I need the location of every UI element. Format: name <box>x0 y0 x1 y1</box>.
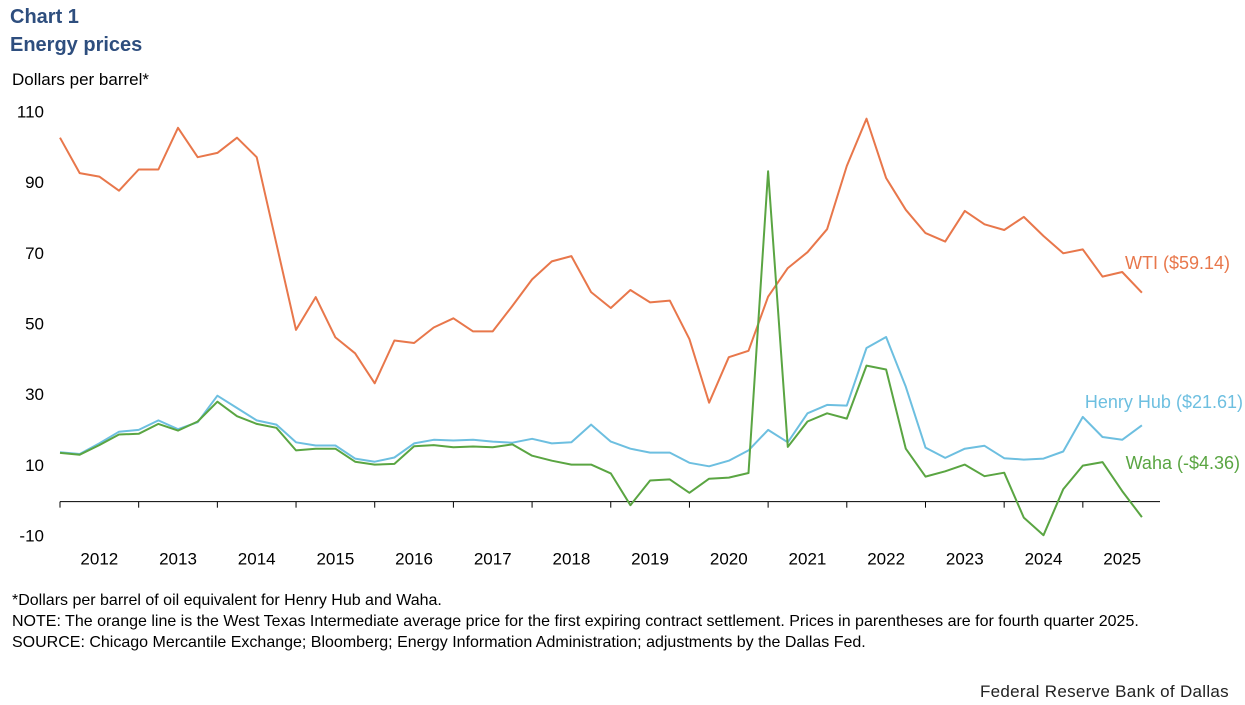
y-tick-label: 10 <box>25 456 44 475</box>
x-tick-label: 2022 <box>867 549 905 568</box>
y-axis-label: Dollars per barrel* <box>12 70 149 89</box>
x-tick-label: 2018 <box>553 549 591 568</box>
series-line <box>59 117 1143 404</box>
series-line <box>59 170 1143 537</box>
x-tick-label: 2016 <box>395 549 433 568</box>
series-label: WTI ($59.14) <box>1125 253 1230 273</box>
y-tick-label: 90 <box>25 173 44 192</box>
credit: Federal Reserve Bank of Dallas <box>979 682 1229 701</box>
x-tick-label: 2020 <box>710 549 748 568</box>
x-tick-label: 2025 <box>1103 549 1141 568</box>
series-label: Henry Hub ($21.61) <box>1085 392 1243 412</box>
note: SOURCE: Chicago Mercantile Exchange; Blo… <box>12 634 866 651</box>
x-tick-label: 2023 <box>946 549 984 568</box>
x-tick-label: 2014 <box>238 549 276 568</box>
y-tick-label: 110 <box>17 102 44 121</box>
x-tick-label: 2024 <box>1025 549 1063 568</box>
note: *Dollars per barrel of oil equivalent fo… <box>12 592 442 609</box>
x-tick-label: 2017 <box>474 549 512 568</box>
x-tick-label: 2019 <box>631 549 669 568</box>
y-tick-label: -10 <box>19 526 44 545</box>
x-tick-label: 2012 <box>80 549 118 568</box>
series-line <box>59 336 1143 468</box>
chart-title: Chart 1 <box>10 6 79 28</box>
chart-subtitle: Energy prices <box>10 34 143 56</box>
chart: -10 10 30 50 70 90 110 2012 2013 2014 2015 2016 2017… <box>17 102 1243 568</box>
y-tick-label: 50 <box>25 314 44 333</box>
y-tick-label: 30 <box>25 385 44 404</box>
x-tick-label: 2021 <box>789 549 827 568</box>
note: NOTE: The orange line is the West Texas … <box>12 613 1139 630</box>
notes: *Dollars per barrel of oil equivalent fo… <box>12 590 1152 653</box>
x-tick-label: 2015 <box>316 549 354 568</box>
series-label: Waha (-$4.36) <box>1126 453 1240 473</box>
x-tick-label: 2013 <box>159 549 197 568</box>
y-tick-label: 70 <box>25 244 44 263</box>
